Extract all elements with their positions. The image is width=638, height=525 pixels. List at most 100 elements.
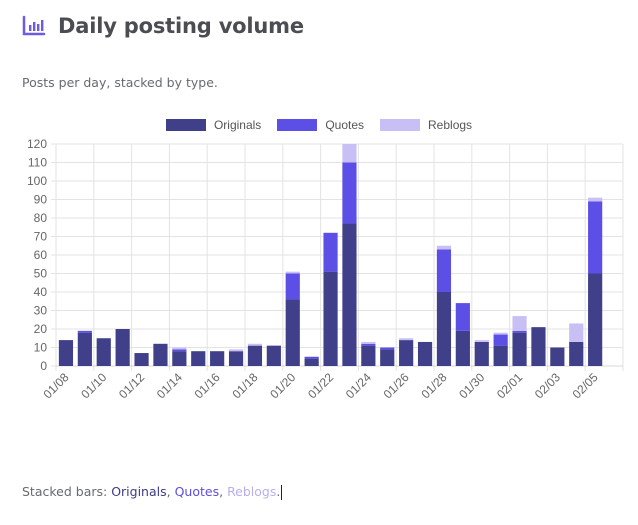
legend-label-originals: Originals [213,118,262,132]
x-tick-label: 01/24 [343,370,374,401]
legend-item-originals[interactable]: Originals [165,118,262,132]
bar-originals-01-10[interactable] [96,338,111,366]
chart-legend: Originals Quotes Reblogs [0,118,638,132]
x-tick-label: 01/20 [267,370,298,401]
bar-originals-01-13[interactable] [153,343,168,366]
bar-reblogs-01-28[interactable] [436,245,452,250]
bar-quotes-01-28[interactable] [436,249,452,292]
bar-originals-01-21[interactable] [304,358,319,366]
x-tick-label: 02/03 [532,370,563,401]
bar-reblogs-01-31[interactable] [493,332,508,335]
bar-quotes-01-24[interactable] [361,343,376,346]
legend-label-reblogs: Reblogs [428,118,473,132]
bar-reblogs-01-20[interactable] [285,271,300,274]
bar-originals-01-16[interactable] [210,351,225,366]
bar-quotes-01-14[interactable] [172,349,187,352]
bar-quotes-01-29[interactable] [455,303,470,331]
bar-originals-01-26[interactable] [399,340,414,366]
bar-originals-01-30[interactable] [474,341,489,366]
caption-prefix: Stacked bars: [22,484,112,499]
legend-label-quotes: Quotes [325,118,365,132]
bar-quotes-01-21[interactable] [304,356,319,359]
x-tick-label: 02/05 [570,370,601,401]
y-tick-label: 110 [28,156,47,170]
y-axis-ticks: 0 10 20 30 40 50 60 70 80 90 100 110 120 [27,137,47,373]
bar-originals-01-12[interactable] [134,353,149,366]
y-tick-label: 80 [34,211,48,225]
legend-item-reblogs[interactable]: Reblogs [380,118,472,132]
bar-originals-01-20[interactable] [285,299,300,366]
x-tick-label: 01/08 [40,370,71,401]
bar-originals-02-05[interactable] [588,273,603,367]
text-cursor [281,485,283,500]
bar-quotes-01-09[interactable] [77,330,92,333]
bar-quotes-01-22[interactable] [323,232,338,272]
bar-reblogs-01-18[interactable] [247,343,263,346]
x-tick-label: 01/18 [229,370,260,401]
y-tick-label: 70 [34,230,48,244]
x-tick-label: 01/28 [418,370,449,401]
bar-originals-01-24[interactable] [361,345,376,366]
y-tick-label: 50 [34,267,48,281]
x-tick-label: 01/10 [78,370,109,401]
bar-originals-02-02[interactable] [531,327,546,366]
bar-originals-01-19[interactable] [266,345,281,366]
bar-reblogs-02-05[interactable] [588,197,603,202]
bar-originals-01-08[interactable] [58,340,74,366]
bar-chart-icon [22,15,46,36]
bar-originals-01-09[interactable] [77,332,92,366]
x-tick-label: 01/22 [305,370,336,401]
bar-originals-01-31[interactable] [493,345,508,366]
bar-originals-01-27[interactable] [417,341,433,366]
x-tick-label: 01/26 [381,370,412,401]
caption-quotes: Quotes [174,484,220,499]
x-tick-label: 01/16 [192,370,223,401]
y-tick-label: 60 [34,248,48,262]
bar-quotes-01-20[interactable] [285,273,300,300]
bar-reblogs-01-24[interactable] [361,341,376,344]
bar-quotes-02-01[interactable] [512,330,527,333]
y-tick-label: 40 [34,285,48,299]
bar-originals-01-14[interactable] [172,351,187,366]
bar-originals-01-22[interactable] [323,271,338,366]
caption-sep-2: , [219,484,228,499]
legend-swatch-reblogs [380,119,421,131]
bar-reblogs-01-30[interactable] [474,340,489,342]
y-tick-label: 120 [27,137,47,151]
y-tick-label: 30 [34,304,48,318]
bar-originals-01-28[interactable] [436,292,452,366]
bars [58,144,603,367]
legend-swatch-quotes [277,119,318,131]
bar-quotes-01-23[interactable] [342,162,357,224]
bar-originals-01-18[interactable] [247,345,263,366]
subtitle: Posts per day, stacked by type. [22,75,218,90]
caption-suffix: . [276,484,281,499]
legend-item-quotes[interactable]: Quotes [277,118,364,132]
bar-originals-01-25[interactable] [380,349,395,366]
bar-originals-01-17[interactable] [228,351,244,366]
bar-reblogs-01-26[interactable] [399,338,414,341]
bar-reblogs-01-14[interactable] [172,347,187,350]
bar-reblogs-01-23[interactable] [342,144,357,163]
bar-originals-02-04[interactable] [569,341,584,366]
bar-quotes-02-05[interactable] [588,201,603,274]
bar-originals-01-11[interactable] [115,329,130,366]
bar-originals-02-03[interactable] [550,347,565,367]
x-axis-ticks: 01/08 01/10 01/12 01/14 01/16 01/18 01/20 01/22… [40,370,601,401]
header: Daily posting volume [22,14,304,38]
caption-originals: Originals [111,484,167,499]
bar-quotes-01-31[interactable] [493,334,508,346]
y-tick-label: 10 [34,341,48,355]
bar-originals-01-15[interactable] [191,351,206,366]
bar-originals-01-29[interactable] [455,330,470,366]
y-tick-label: 100 [27,174,47,188]
y-tick-label: 20 [34,322,48,336]
y-tick-label: 0 [40,359,47,373]
bar-originals-01-23[interactable] [342,223,357,366]
bar-reblogs-02-04[interactable] [569,323,584,342]
bar-quotes-01-25[interactable] [380,347,395,350]
bar-originals-02-01[interactable] [512,332,527,366]
bar-reblogs-02-01[interactable] [512,316,527,331]
bar-reblogs-01-17[interactable] [228,349,244,352]
